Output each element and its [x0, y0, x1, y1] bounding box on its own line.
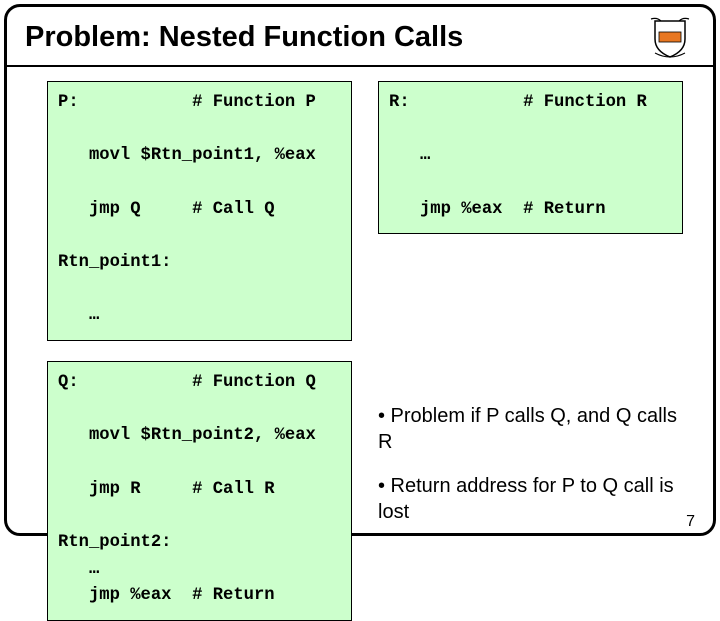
bullet-1: • Problem if P calls Q, and Q calls R [378, 403, 683, 455]
code-block-r: R: # Function R … jmp %eax # Return [378, 81, 683, 234]
slide-frame: Problem: Nested Function Calls P: # Func… [4, 4, 716, 536]
title-bar: Problem: Nested Function Calls [7, 7, 713, 67]
code-block-q: Q: # Function Q movl $Rtn_point2, %eax j… [47, 361, 352, 621]
bullet-2: • Return address for P to Q call is lost [378, 473, 683, 525]
bullet-text: • Problem if P calls Q, and Q calls R • … [378, 361, 683, 621]
slide-title: Problem: Nested Function Calls [25, 21, 463, 54]
code-block-p: P: # Function P movl $Rtn_point1, %eax j… [47, 81, 352, 341]
slide-content: P: # Function P movl $Rtn_point1, %eax j… [7, 67, 713, 539]
university-crest-icon [645, 15, 695, 59]
page-number: 7 [686, 513, 695, 531]
